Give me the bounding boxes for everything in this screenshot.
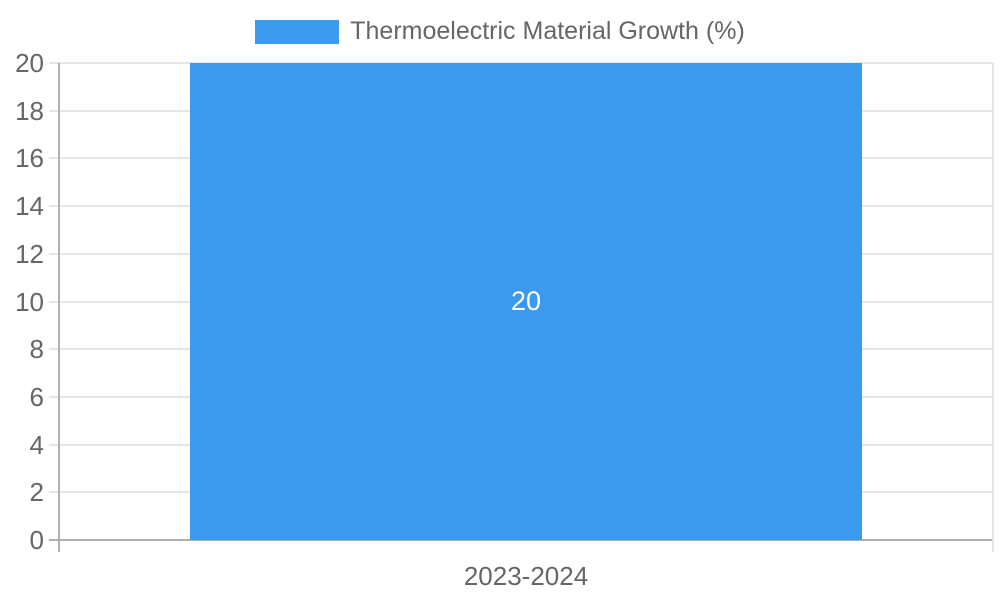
y-tick-label: 4 <box>29 429 44 460</box>
y-tick-label: 10 <box>15 286 44 317</box>
y-tick-label: 8 <box>29 334 44 365</box>
y-tick-label: 16 <box>15 143 44 174</box>
y-tick-label: 14 <box>15 191 44 222</box>
legend-swatch <box>255 19 340 44</box>
bar-2023-2024[interactable]: 20 <box>190 63 862 540</box>
y-gridline <box>49 539 993 541</box>
y-tick-label: 0 <box>29 525 44 555</box>
left-axis-line <box>58 63 60 552</box>
legend-label: Thermoelectric Material Growth (%) <box>350 17 745 45</box>
y-tick-label: 2 <box>29 477 44 508</box>
bar-value-label: 20 <box>510 286 542 316</box>
y-tick-label: 18 <box>15 95 44 126</box>
right-boundary-line <box>992 63 994 552</box>
x-tick-label: 2023-2024 <box>463 561 589 591</box>
y-tick-label: 20 <box>15 48 44 78</box>
y-tick-label: 12 <box>15 238 44 269</box>
y-tick-label: 6 <box>29 381 44 412</box>
chart-legend[interactable]: Thermoelectric Material Growth (%) <box>0 19 1000 44</box>
